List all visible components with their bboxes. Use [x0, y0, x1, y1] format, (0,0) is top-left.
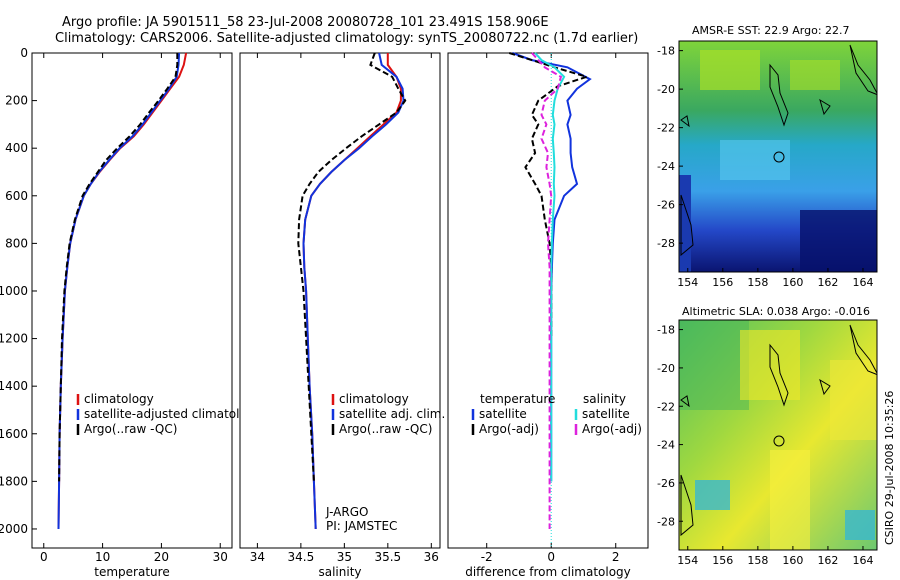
- sla-map-axes: 154 156 158 160 162 164 -18 -20 -22 -24 -26 -28: [657, 324, 873, 567]
- temperature-xtick-label: 30: [213, 550, 228, 564]
- sla_map-xtick-label: 162: [817, 554, 838, 567]
- difference-legend-header-temperature: temperature: [480, 392, 555, 406]
- sla-map-panel: Altimetric SLA: 0.038 Argo: -0.016 154 15…: [657, 305, 878, 567]
- difference-legend-header-salinity: salinity: [583, 392, 626, 406]
- salinity-xlabel: salinity: [318, 565, 361, 579]
- sla_map-xtick-label: 156: [712, 554, 733, 567]
- temperature-xtick-label: 10: [95, 550, 110, 564]
- sla_map-xtick-label: 164: [852, 554, 873, 567]
- sst_map-ytick-label: -28: [657, 237, 675, 250]
- sla-map-frame: [678, 319, 878, 551]
- sla-map-title: Altimetric SLA: 0.038 Argo: -0.016: [682, 305, 870, 318]
- salinity-series-satellite: [302, 52, 405, 530]
- salinity-annotation: J-ARGO: [325, 505, 368, 519]
- temperature-ytick-label: 600: [5, 189, 28, 203]
- temperature-legend-label: Argo(..raw -QC): [84, 422, 177, 436]
- temperature-ytick-label: 200: [5, 94, 28, 108]
- temperature-ytick-label: 2000: [0, 522, 28, 536]
- sst_map-xtick-label: 156: [712, 276, 733, 289]
- sst_map-ytick-label: -18: [657, 45, 675, 58]
- sla_map-ytick-label: -22: [657, 400, 675, 413]
- temperature-xtick-label: 0: [40, 550, 48, 564]
- sst_map-xtick-label: 162: [817, 276, 838, 289]
- difference-xtick-label: 2: [612, 550, 620, 564]
- sst_map-ytick-label: -20: [657, 83, 675, 96]
- temperature-xlabel: temperature: [94, 565, 169, 579]
- sst_map-ytick-label: -22: [657, 122, 675, 135]
- difference-xtick-label: 0: [547, 550, 555, 564]
- salinity-annotation: PI: JAMSTEC: [326, 519, 397, 533]
- sla_map-ytick-label: -18: [657, 324, 675, 337]
- temperature-ytick-label: 800: [5, 236, 28, 250]
- temperature-xtick-label: 20: [154, 550, 169, 564]
- sst_map-ytick-label: -24: [657, 160, 675, 173]
- temperature-ytick-label: 400: [5, 141, 28, 155]
- difference-series-argo: [509, 52, 591, 339]
- sst_map-xtick-label: 160: [782, 276, 803, 289]
- footer-timestamp: CSIRO 29-Jul-2008 10:35:26: [883, 391, 896, 545]
- figure-title-line2: Climatology: CARS2006. Satellite-adjuste…: [55, 31, 638, 46]
- difference-legend-label: satellite: [582, 407, 630, 421]
- salinity-legend-label: Argo(..raw -QC): [339, 422, 432, 436]
- sst-map-title: AMSR-E SST: 22.9 Argo: 22.7: [692, 24, 850, 37]
- salinity-xtick-label: 35: [337, 550, 352, 564]
- temperature-ytick-label: 1000: [0, 284, 28, 298]
- sst_map-ytick-label: -26: [657, 199, 675, 212]
- temperature-panel: 0 10 20 30 0 200 400 600 800 1000 1200 1400 1600 1800…: [0, 46, 262, 579]
- temperature-frame: [31, 52, 233, 549]
- salinity-xtick-label: 35.5: [374, 550, 401, 564]
- temperature-ytick-label: 1200: [0, 332, 28, 346]
- salinity-legend-label: climatology: [339, 392, 409, 406]
- temperature-legend-label: satellite-adjusted climatology: [84, 407, 262, 421]
- difference-series-argo_salinity: [531, 52, 563, 529]
- difference-frame: [447, 52, 649, 549]
- figure-title-line1: Argo profile: JA 5901511_58 23-Jul-2008 …: [62, 15, 549, 30]
- sst-map-patches: [679, 44, 877, 272]
- salinity-xtick-label: 36: [424, 550, 439, 564]
- difference-series-sat_salinity: [534, 52, 566, 482]
- sla_map-ytick-label: -26: [657, 477, 675, 490]
- temperature-ytick-label: 1800: [0, 474, 28, 488]
- temperature-ytick-label: 0: [20, 46, 28, 60]
- salinity-panel: 34 34.5 35 35.5 36 salinity climatologysatelli…: [239, 52, 445, 579]
- difference-legend-label: satellite: [479, 407, 527, 421]
- salinity-frame: [239, 52, 441, 549]
- sst_map-xtick-label: 158: [747, 276, 768, 289]
- sla_map-xtick-label: 154: [677, 554, 698, 567]
- sst_map-xtick-label: 154: [677, 276, 698, 289]
- difference-xtick-label: -2: [481, 550, 493, 564]
- sla-map-patches: [679, 320, 877, 550]
- difference-xlabel: difference from climatology: [465, 565, 631, 579]
- sst-map-panel: AMSR-E SST: 22.9 Argo: 22.7 154 156 158 160…: [657, 24, 878, 289]
- temperature-ytick-label: 1600: [0, 427, 28, 441]
- sst-map-frame: [678, 40, 878, 273]
- sst_map-xtick-label: 164: [852, 276, 873, 289]
- difference-legend-label: Argo(-adj): [582, 422, 642, 436]
- sla_map-ytick-label: -24: [657, 439, 675, 452]
- difference-legend-label: Argo(-adj): [479, 422, 539, 436]
- temperature-legend-label: climatology: [84, 392, 154, 406]
- sla_map-ytick-label: -28: [657, 515, 675, 528]
- sla_map-ytick-label: -20: [657, 362, 675, 375]
- temperature-ytick-label: 1400: [0, 379, 28, 393]
- sla_map-xtick-label: 158: [747, 554, 768, 567]
- sla_map-xtick-label: 160: [782, 554, 803, 567]
- sst-map-axes: 154 156 158 160 162 164 -18 -20 -22 -24 -26 -28: [657, 45, 873, 289]
- salinity-xtick-label: 34.5: [288, 550, 315, 564]
- temperature-series-argo: [58, 53, 179, 482]
- salinity-series-argo: [297, 52, 407, 482]
- salinity-legend-label: satellite adj. clim.: [339, 407, 445, 421]
- salinity-xtick-label: 34: [250, 550, 265, 564]
